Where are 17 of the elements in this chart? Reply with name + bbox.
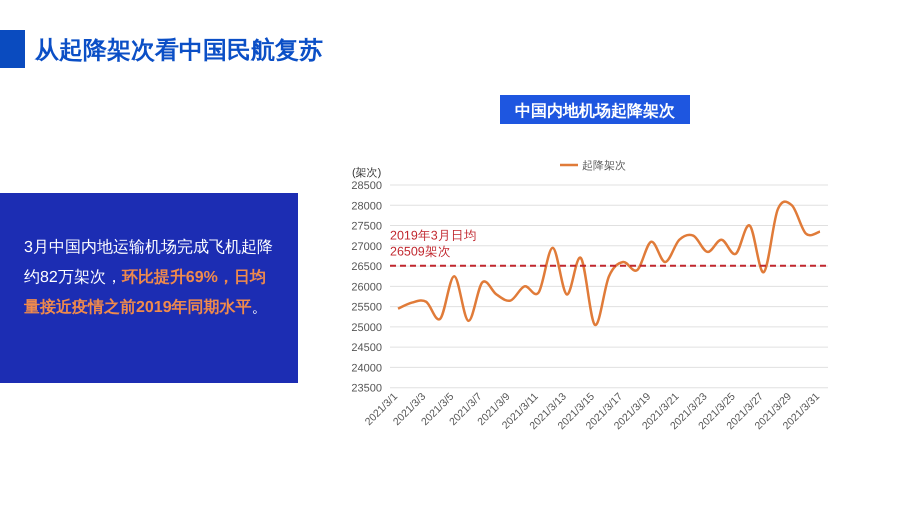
text-card: 3月中国内地运输机场完成飞机起降约82万架次，环比提升69%，日均量接近疫情之前2019年同期水平。 <box>0 193 298 383</box>
y-tick-label: 28000 <box>351 200 382 212</box>
y-tick-label: 26000 <box>351 281 382 294</box>
y-tick-label: 28500 <box>351 180 382 192</box>
y-tick-label: 24000 <box>351 362 382 374</box>
y-tick-label: 25500 <box>351 302 382 314</box>
ref-line-label: 2019年3月日均 26509架次 <box>390 228 477 259</box>
y-tick-label: 27500 <box>351 220 382 233</box>
text: 从起降架次看中国民航复苏 <box>34 37 323 64</box>
y-tick-label: 23500 <box>351 382 382 395</box>
y-tick-label: 24500 <box>351 342 382 354</box>
y-tick-label: 27000 <box>351 240 382 253</box>
y-tick-label: 26500 <box>351 261 382 274</box>
chart-subtitle: 中国内地机场起降架次 <box>515 102 676 120</box>
legend-label: 起降架次 <box>582 159 626 172</box>
y-axis-title: (架次) <box>352 166 382 179</box>
y-tick-label: 25000 <box>351 322 382 334</box>
